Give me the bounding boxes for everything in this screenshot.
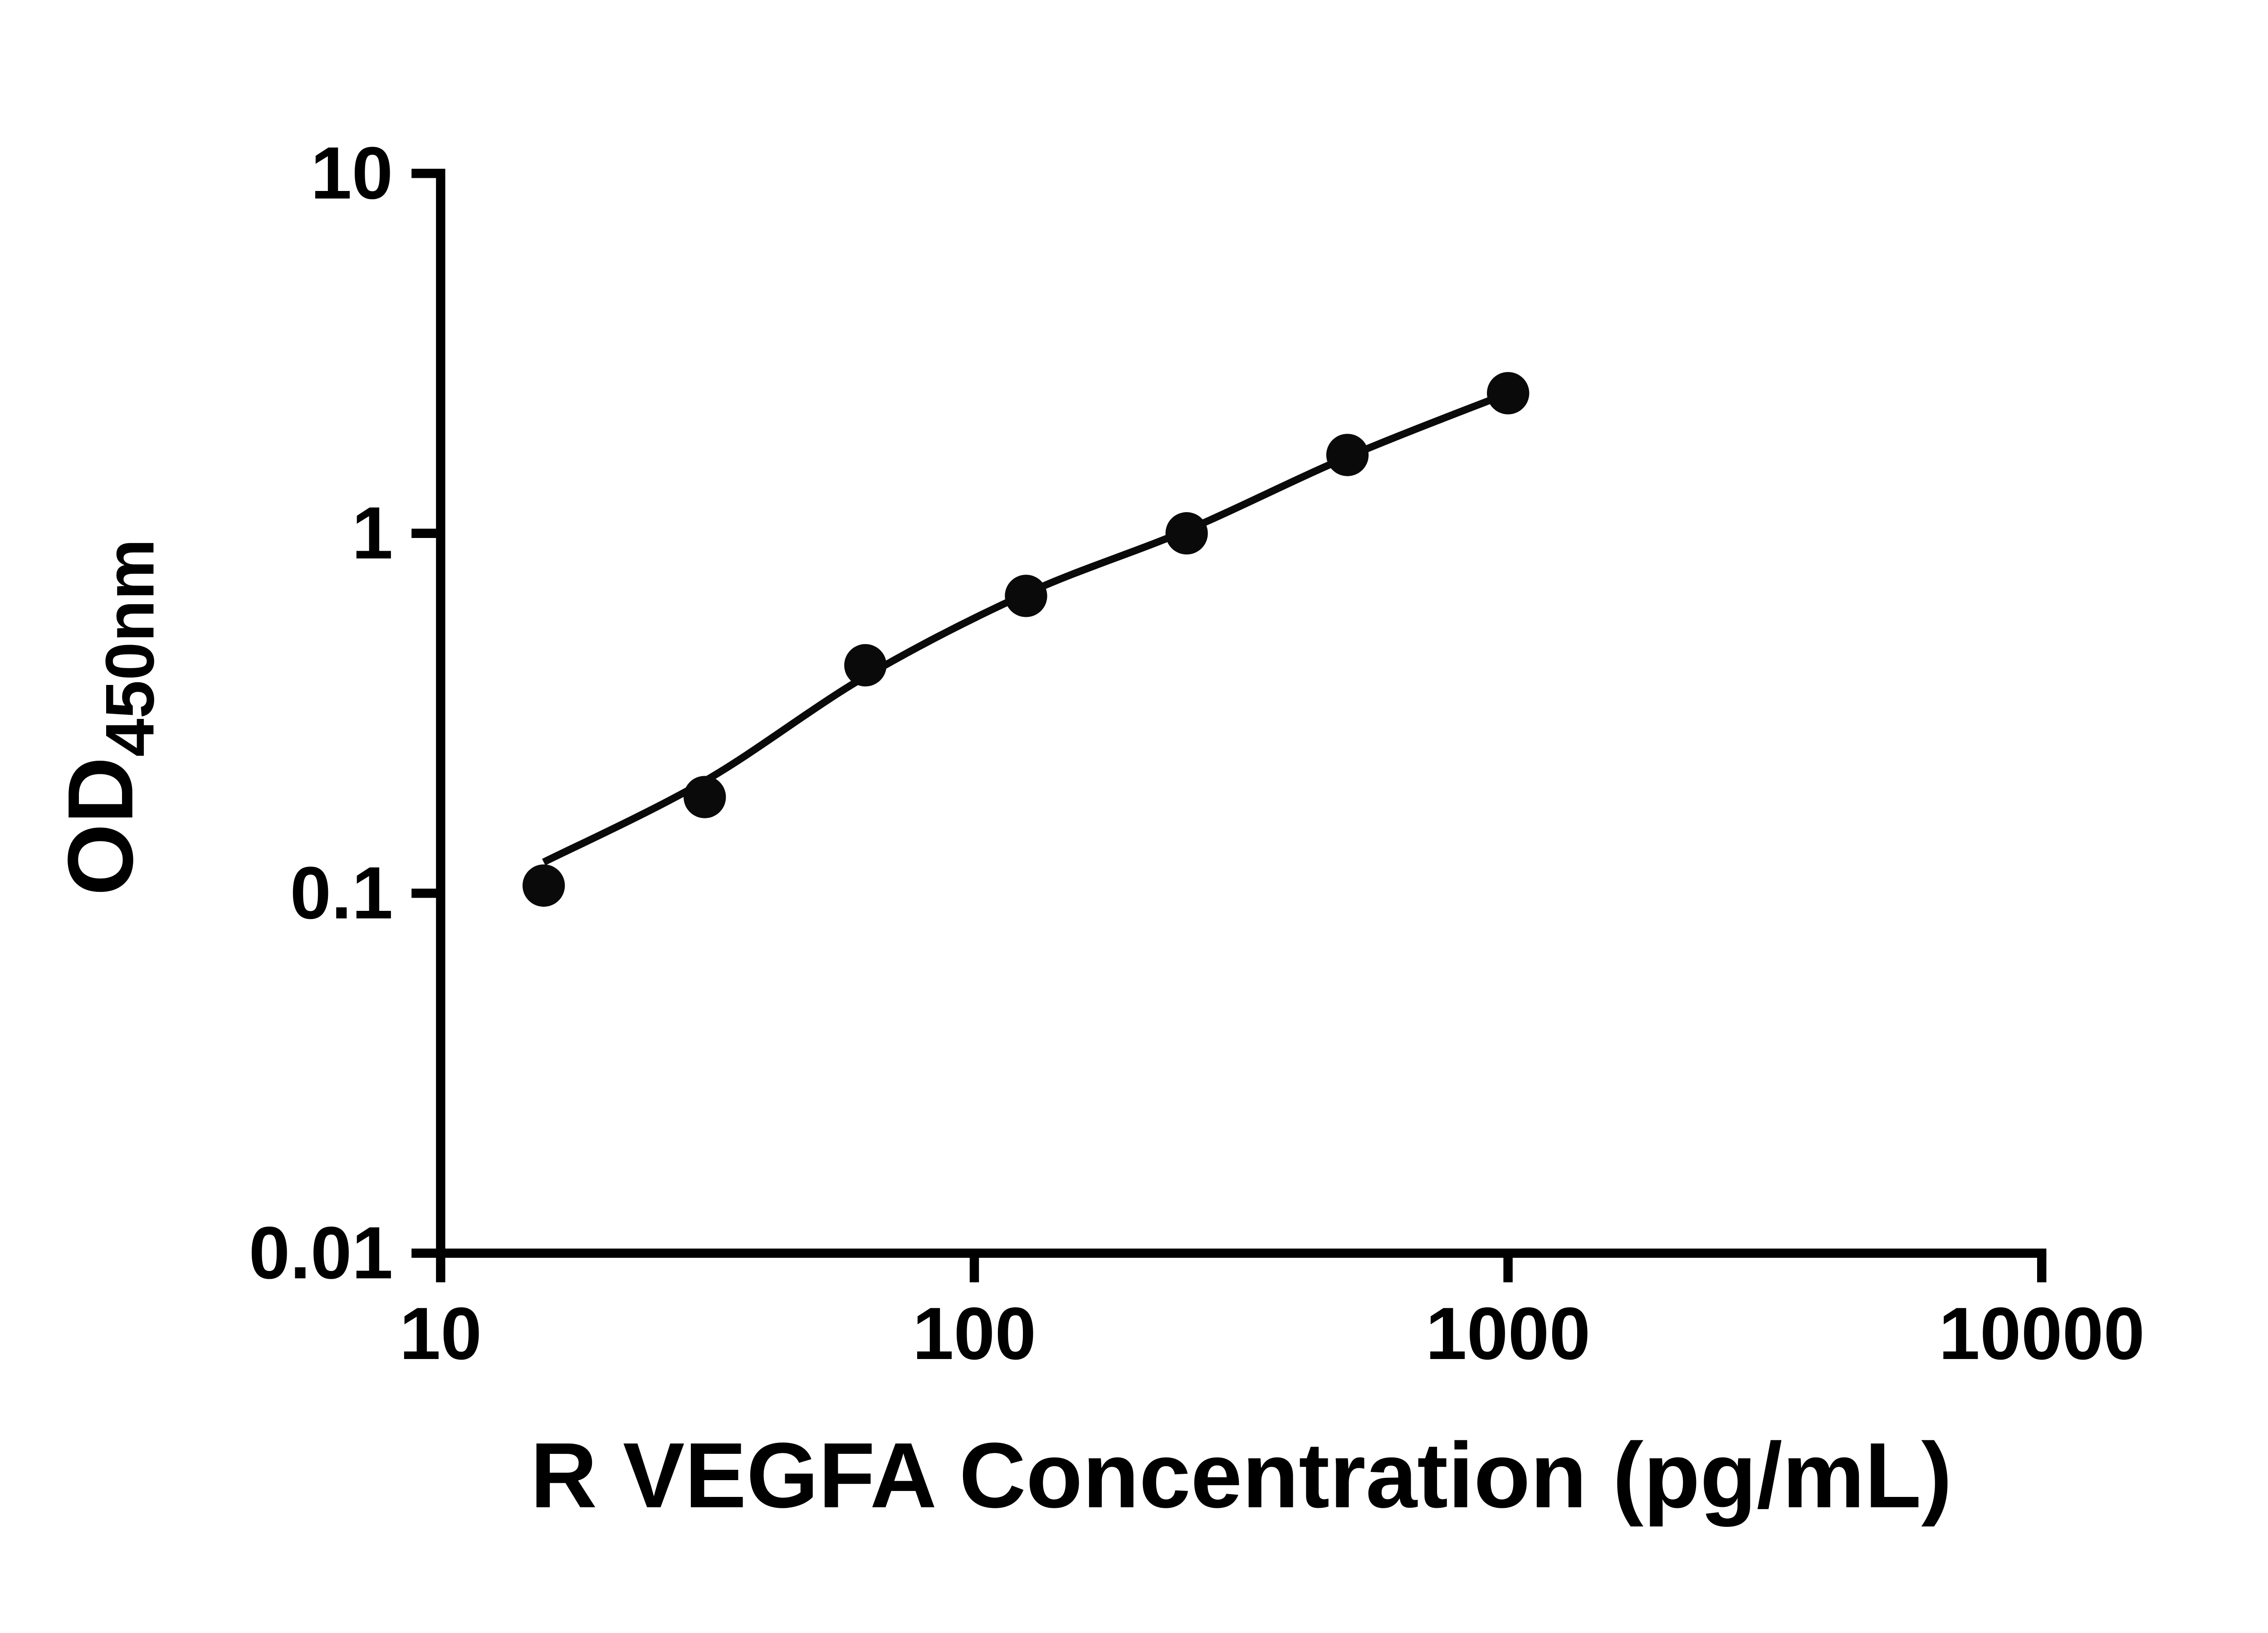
y-tick-label: 10 — [311, 132, 393, 215]
x-tick-label: 1000 — [1426, 1292, 1590, 1375]
x-tick-label: 100 — [913, 1292, 1036, 1375]
x-tick-label: 10 — [400, 1292, 482, 1375]
ticks-group — [411, 169, 2047, 1282]
data-points-group — [522, 372, 1530, 907]
data-point-marker — [522, 864, 565, 907]
data-point-marker — [1165, 512, 1208, 555]
x-tick-label: 10000 — [1939, 1292, 2145, 1375]
x-axis-title: R VEGFA Concentration (pg/mL) — [530, 1424, 1952, 1527]
y-axis-title-sub: 450nm — [92, 539, 168, 757]
y-axis-title-main: OD — [49, 757, 152, 895]
data-point-marker — [684, 776, 726, 818]
data-point-marker — [1005, 575, 1047, 617]
tick-labels-group: 10 100 1000 10000 0.01 0.1 1 10 — [249, 132, 2145, 1375]
axes-group — [436, 169, 2047, 1258]
data-point-marker — [844, 644, 887, 687]
y-tick-label: 0.01 — [249, 1211, 393, 1294]
y-axis-title: OD450nm — [49, 539, 169, 896]
data-point-marker — [1326, 434, 1369, 476]
data-point-marker — [1487, 372, 1530, 415]
y-tick-label: 1 — [352, 491, 393, 574]
y-tick-label: 0.1 — [290, 851, 393, 934]
